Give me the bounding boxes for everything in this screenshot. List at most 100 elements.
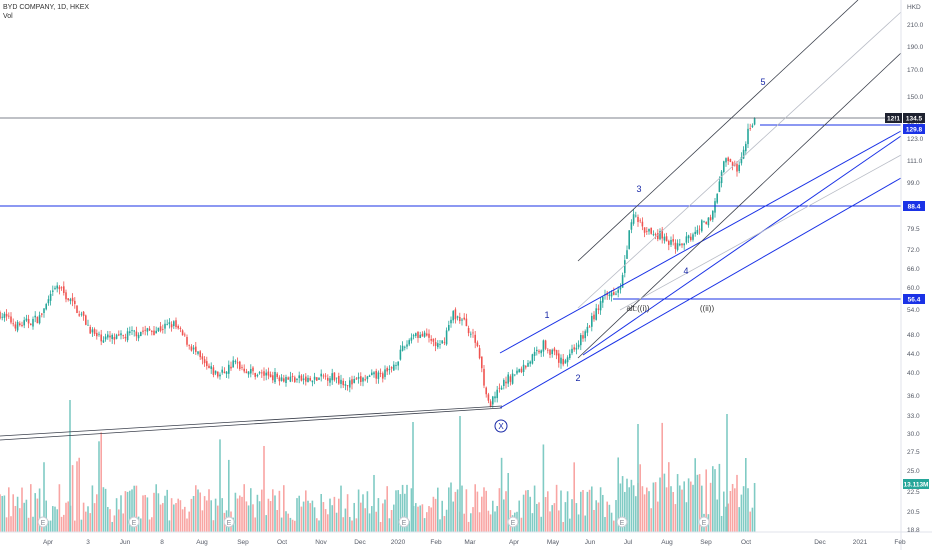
volume-bar: [687, 478, 690, 532]
volume-bar: [199, 492, 201, 532]
candle-body: [683, 243, 685, 246]
volume-bar: [525, 490, 527, 532]
candle-body: [410, 337, 413, 341]
volume-bar: [571, 499, 573, 532]
volume-bar: [283, 485, 285, 532]
volume-bar: [674, 504, 677, 532]
volume-bar: [652, 482, 655, 532]
volume-bar: [206, 500, 208, 532]
wave-label-4: 4: [683, 266, 688, 276]
candle-body: [527, 362, 529, 367]
candlesticks: [0, 117, 756, 408]
candle-body: [437, 343, 439, 348]
candle-body: [300, 375, 303, 381]
candle-body: [463, 317, 465, 320]
volume-bar: [608, 504, 611, 532]
volume-bar: [553, 503, 556, 532]
volume-bar: [82, 502, 85, 532]
candle-body: [580, 335, 582, 346]
volume-bar: [540, 516, 542, 532]
volume-bar: [16, 496, 19, 532]
volume-bar: [635, 496, 637, 532]
trendline-lower-1: [0, 407, 503, 441]
volume-bar: [142, 495, 144, 532]
volume-bar: [386, 486, 388, 532]
volume-bar: [214, 498, 217, 532]
candle-body: [265, 372, 267, 376]
candle-body: [573, 347, 575, 350]
candle-body: [505, 381, 507, 384]
candle-body: [423, 332, 426, 337]
candle-body: [588, 326, 591, 328]
volume-bar: [316, 518, 318, 532]
price-tick-label: 33.0: [907, 413, 920, 420]
volume-bar: [0, 494, 1, 532]
volume-bar: [131, 489, 133, 532]
candle-body: [731, 162, 734, 166]
volume-bar: [476, 491, 479, 532]
candle-body: [494, 396, 496, 399]
candle-body: [602, 296, 604, 303]
candle-body: [679, 243, 681, 246]
candle-body: [32, 318, 34, 327]
volume-bar: [12, 494, 14, 532]
volume-bar: [573, 462, 575, 532]
volume-bar: [305, 490, 307, 532]
volume-bar: [349, 516, 351, 532]
price-tick-label: 111.0: [907, 158, 923, 165]
volume-bar: [239, 495, 241, 532]
candle-body: [485, 387, 487, 395]
volume-bar: [696, 474, 699, 532]
volume-bar: [74, 520, 76, 532]
volume-bar: [184, 506, 186, 532]
candle-body: [82, 311, 85, 316]
volume-bar: [146, 497, 149, 532]
candle-body: [287, 377, 289, 380]
volume-bar: [379, 521, 382, 532]
candle-body: [58, 286, 61, 290]
volume-bar: [294, 520, 296, 532]
candle-body: [340, 379, 342, 384]
volume-bar: [505, 491, 507, 532]
candle-body: [85, 315, 87, 325]
candle-body: [654, 234, 657, 235]
volume-bar: [639, 464, 641, 532]
price-labels: 12!1 134.5 129.8 88.4 56.4 13.113M: [885, 113, 929, 489]
candle-body: [113, 336, 116, 340]
volume-value-badge: 13.113M: [904, 482, 929, 489]
candle-body: [478, 348, 481, 359]
volume-bar: [274, 495, 276, 532]
volume-bar: [36, 498, 39, 532]
volume-bar: [21, 487, 23, 532]
volume-bar: [19, 508, 21, 532]
volume-bar: [3, 495, 6, 532]
candle-body: [144, 329, 146, 331]
candle-body: [727, 157, 729, 162]
volume-bar: [115, 498, 118, 532]
wave-label-alt: alt:((i)): [626, 304, 649, 313]
volume-bar: [599, 487, 602, 532]
time-tick-label: Jun: [120, 539, 131, 546]
candle-body: [393, 364, 395, 371]
candle-body: [481, 356, 483, 369]
volume-bar: [544, 497, 547, 532]
volume-bar: [197, 489, 199, 532]
wave-label-2: 2: [575, 373, 580, 383]
volume-bar: [463, 513, 465, 532]
volume-bar: [54, 506, 56, 532]
volume-bar: [221, 498, 223, 532]
volume-bar: [65, 502, 67, 532]
volume-bar: [650, 508, 652, 532]
volume-bar: [208, 489, 210, 532]
candle-body: [120, 333, 122, 336]
trendline-lower-2: [0, 405, 503, 437]
volume-bar: [173, 504, 175, 532]
candle-body: [307, 377, 309, 383]
volume-bar: [135, 485, 138, 532]
candle-body: [201, 356, 204, 360]
time-tick-label: Oct: [277, 539, 287, 546]
candle-body: [426, 333, 428, 336]
candle-body: [613, 292, 615, 295]
candle-body: [747, 128, 749, 145]
